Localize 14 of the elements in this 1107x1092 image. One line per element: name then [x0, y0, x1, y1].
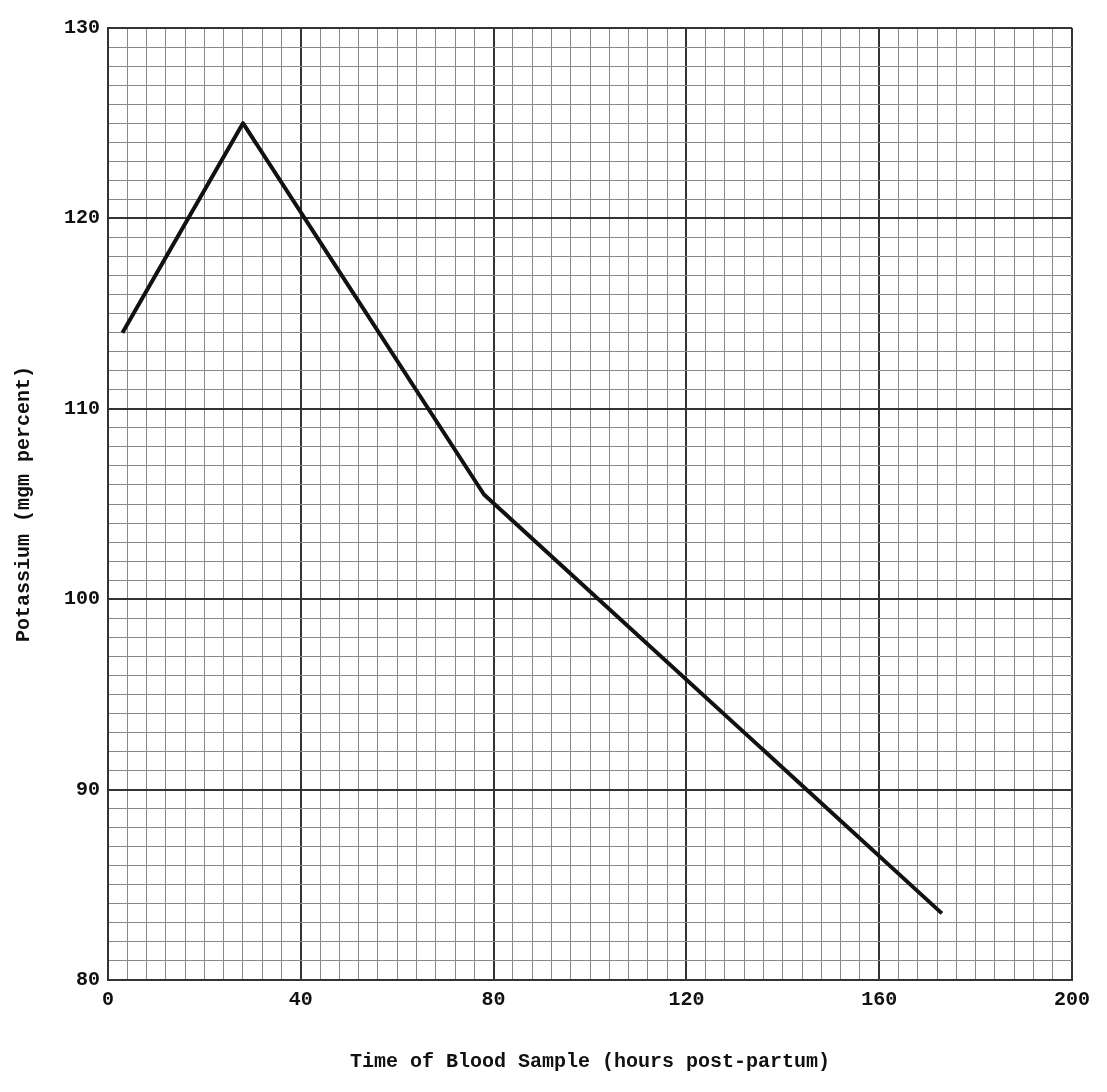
x-tick-label: 80: [481, 988, 506, 1012]
y-tick-label: 90: [75, 777, 101, 801]
y-tick-label: 110: [63, 396, 101, 420]
x-tick-label: 120: [668, 988, 705, 1012]
x-tick-label: 0: [102, 988, 115, 1012]
y-tick-label: 80: [75, 968, 101, 992]
y-axis-title: Potassium (mgm percent): [12, 365, 36, 643]
y-tick-label: 120: [63, 206, 101, 230]
y-tick-label: 130: [63, 16, 101, 40]
y-tick-label: 100: [63, 587, 101, 611]
x-tick-label: 160: [861, 988, 898, 1012]
x-axis-title: Time of Blood Sample (hours post-partum): [349, 1050, 831, 1074]
x-tick-label: 200: [1053, 988, 1090, 1012]
x-tick-label: 40: [288, 988, 313, 1012]
